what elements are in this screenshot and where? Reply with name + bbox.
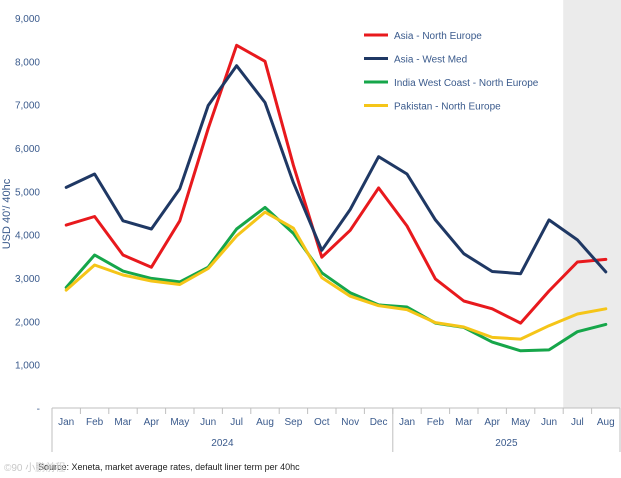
legend-label: Asia - North Europe — [394, 31, 482, 42]
x-tick-label: Jun — [200, 417, 216, 428]
legend-label: India West Coast - North Europe — [394, 78, 539, 89]
forecast-shaded-region — [563, 0, 621, 408]
series-line-asia-north-europe — [64, 43, 608, 325]
x-tick-label: Feb — [427, 417, 445, 428]
y-tick-label: - — [37, 404, 40, 415]
x-tick-label: Nov — [341, 417, 359, 428]
y-tick-label: 8,000 — [15, 57, 40, 68]
x-tick-label: Jul — [571, 417, 584, 428]
legend: Asia - North Europe Asia - West Med India … — [364, 31, 539, 113]
x-tick-label: Mar — [114, 417, 132, 428]
series-line-pakistan-north-europe — [64, 210, 608, 341]
x-tick-label: May — [170, 417, 189, 428]
x-tick-label: Aug — [597, 417, 615, 428]
x-tick-label: Dec — [370, 417, 388, 428]
y-axis-label: USD 40'/ 40hc — [1, 178, 13, 249]
legend-label: Pakistan - North Europe — [394, 102, 501, 113]
y-tick-label: 9,000 — [15, 14, 40, 25]
y-tick-label: 6,000 — [15, 144, 40, 155]
y-tick-label: 1,000 — [15, 361, 40, 372]
watermark: ©90 小鹏前程 — [4, 463, 66, 474]
y-tick-label: 2,000 — [15, 317, 40, 328]
x-tick-label: Jul — [230, 417, 243, 428]
series-line-india-west-coast-north-europe — [64, 205, 608, 353]
x-tick-label: Jan — [399, 417, 415, 428]
x-tick-label: Oct — [314, 417, 330, 428]
x-tick-label: May — [511, 417, 530, 428]
year-label: 2025 — [495, 438, 518, 449]
x-tick-label: Jan — [58, 417, 74, 428]
y-tick-label: 7,000 — [15, 101, 40, 112]
x-tick-label: Apr — [144, 417, 160, 428]
y-axis-ticks: 9,000 8,000 7,000 6,000 5,000 4,000 3,000 2,000… — [15, 14, 40, 415]
legend-label: Asia - West Med — [394, 55, 467, 66]
x-tick-label: Feb — [86, 417, 104, 428]
y-tick-label: 3,000 — [15, 274, 40, 285]
x-axis: Jan Feb Mar Apr May Jun Jul Aug Sep Oct Nov Dec Jan F… — [51, 407, 621, 452]
x-tick-label: Aug — [256, 417, 274, 428]
series-line-asia-west-med — [64, 64, 608, 276]
x-tick-label: Jun — [541, 417, 557, 428]
y-tick-label: 4,000 — [15, 231, 40, 242]
series-lines — [64, 43, 608, 353]
x-tick-label: Apr — [484, 417, 500, 428]
y-tick-label: 5,000 — [15, 187, 40, 198]
x-tick-label: Mar — [455, 417, 473, 428]
year-label: 2024 — [211, 438, 234, 449]
source-note: Source: Xeneta, market average rates, de… — [38, 462, 300, 472]
x-tick-label: Sep — [285, 417, 303, 428]
